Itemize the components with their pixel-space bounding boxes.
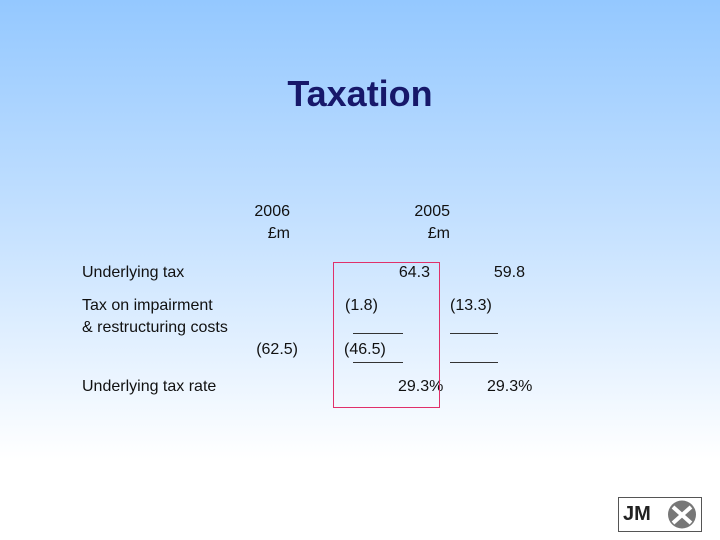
underline (450, 333, 498, 334)
row-label: Tax on impairment (82, 297, 213, 314)
value: 29.3% (487, 378, 533, 395)
column-year: 2006 (254, 203, 290, 220)
underline (353, 333, 403, 334)
value: 64.3 (398, 264, 430, 281)
logo-icon (668, 500, 696, 529)
column-year: 2005 (414, 203, 450, 220)
value: 29.3% (398, 378, 444, 395)
column-unit: £m (427, 225, 450, 242)
total: (62.5) (256, 341, 298, 358)
value: 59.8 (493, 264, 525, 281)
underline (353, 362, 403, 363)
row-label: Underlying tax rate (82, 378, 217, 395)
row-label: & restructuring costs (82, 319, 228, 336)
title: Taxation (287, 73, 433, 114)
underline (450, 362, 498, 363)
logo-text: JM (623, 503, 651, 525)
column-unit: £m (267, 225, 290, 242)
logo: JM (618, 497, 702, 532)
total: (46.5) (344, 341, 386, 358)
value: (1.8) (345, 297, 378, 314)
highlight-box (333, 262, 440, 408)
value: (13.3) (450, 297, 492, 314)
row-label: Underlying tax (82, 264, 185, 281)
